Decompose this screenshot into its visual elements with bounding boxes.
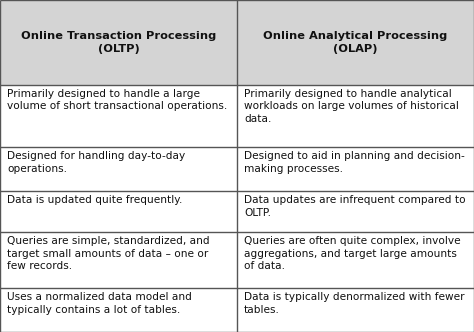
Bar (237, 147, 474, 191)
Bar (237, 232, 474, 288)
Bar (0, 0, 237, 85)
Bar (0, 147, 237, 191)
Text: Online Analytical Processing
(OLAP): Online Analytical Processing (OLAP) (264, 31, 447, 54)
Bar (237, 288, 474, 332)
Text: Uses a normalized data model and
typically contains a lot of tables.: Uses a normalized data model and typical… (7, 292, 192, 315)
Text: Queries are often quite complex, involve
aggregations, and target large amounts
: Queries are often quite complex, involve… (244, 236, 461, 271)
Text: Designed for handling day-to-day
operations.: Designed for handling day-to-day operati… (7, 151, 185, 174)
Text: Queries are simple, standardized, and
target small amounts of data – one or
few : Queries are simple, standardized, and ta… (7, 236, 210, 271)
Text: Data updates are infrequent compared to
OLTP.: Data updates are infrequent compared to … (244, 195, 466, 218)
Bar (237, 85, 474, 147)
Text: Data is typically denormalized with fewer
tables.: Data is typically denormalized with fewe… (244, 292, 465, 315)
Bar (237, 191, 474, 232)
Text: Online Transaction Processing
(OLTP): Online Transaction Processing (OLTP) (21, 31, 216, 54)
Text: Data is updated quite frequently.: Data is updated quite frequently. (7, 195, 182, 205)
Bar (0, 232, 237, 288)
Text: Primarily designed to handle a large
volume of short transactional operations.: Primarily designed to handle a large vol… (7, 89, 228, 111)
Bar (0, 85, 237, 147)
Bar (0, 288, 237, 332)
Bar (0, 191, 237, 232)
Bar (237, 0, 474, 85)
Text: Primarily designed to handle analytical
workloads on large volumes of historical: Primarily designed to handle analytical … (244, 89, 459, 124)
Text: Designed to aid in planning and decision-
making processes.: Designed to aid in planning and decision… (244, 151, 465, 174)
